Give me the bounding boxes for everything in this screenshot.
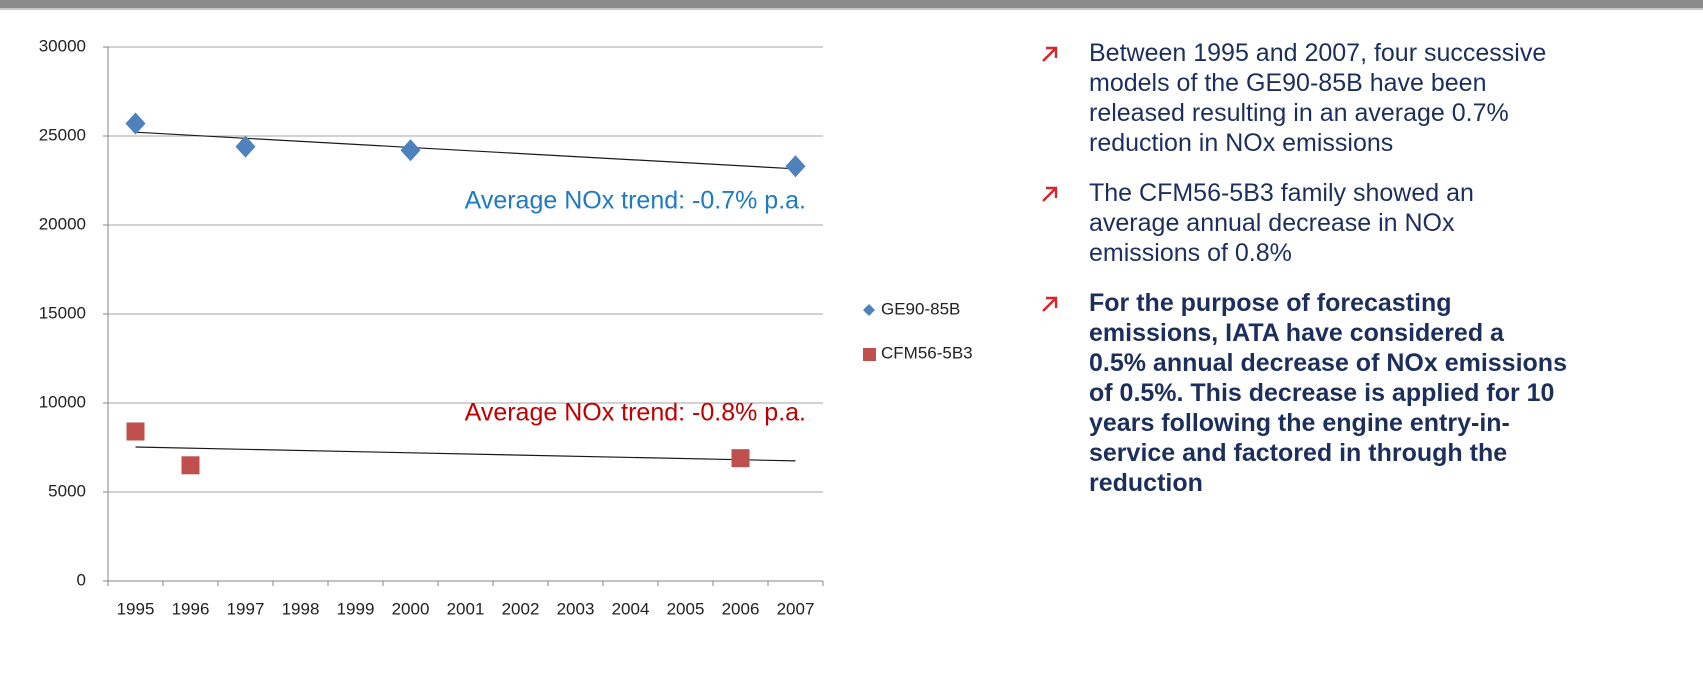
y-tick-label: 0 (77, 570, 86, 589)
top-bar (0, 0, 1703, 10)
y-tick-label: 30000 (39, 36, 86, 55)
bullet-arrow (1042, 296, 1058, 312)
x-tick-label: 1995 (117, 599, 155, 618)
x-tick-label: 2002 (502, 599, 540, 618)
trendline (135, 446, 796, 462)
x-tick-label: 2007 (777, 599, 815, 618)
data-point (785, 155, 806, 178)
data-point (181, 456, 200, 475)
x-tick-label: 2001 (447, 599, 485, 618)
bullet: The CFM56-5B3 family showed an average a… (1040, 178, 1567, 268)
legend-label: CFM56-5B3 (881, 343, 973, 362)
bullet-text: For the purpose of forecasting emissions… (1089, 289, 1567, 497)
bullet-list: Between 1995 and 2007, four successive m… (1040, 38, 1600, 677)
bullet: Between 1995 and 2007, four successive m… (1040, 38, 1567, 158)
data-point (125, 112, 146, 135)
y-tick-label: 25000 (39, 125, 86, 144)
chart: 0 5000 10000 15000 20000 25000 30000 1995 1996 19… (39, 36, 973, 618)
x-tick-label: 2003 (557, 599, 595, 618)
x-tick-label: 1999 (337, 599, 375, 618)
data-point (235, 135, 256, 158)
trendline (135, 131, 796, 170)
y-tick-label: 20000 (39, 214, 86, 233)
x-tick-label: 2006 (722, 599, 760, 618)
x-tick-label: 2000 (392, 599, 430, 618)
x-tick-label: 2004 (612, 599, 650, 618)
annotation: Average NOx trend: -0.8% p.a. (465, 398, 806, 426)
y-tick-label: 5000 (48, 481, 86, 500)
legend-marker (863, 304, 875, 316)
bullet-arrow (1042, 46, 1058, 62)
x-tick-label: 1997 (227, 599, 265, 618)
bullet-text: The CFM56-5B3 family showed an average a… (1089, 179, 1474, 267)
y-tick-label: 15000 (39, 303, 86, 322)
bullet: For the purpose of forecasting emissions… (1040, 288, 1567, 498)
x-tick-label: 1998 (282, 599, 320, 618)
annotation: Average NOx trend: -0.7% p.a. (465, 186, 806, 214)
legend-label: GE90-85B (881, 299, 960, 318)
data-point (731, 449, 750, 468)
x-tick-label: 1996 (172, 599, 210, 618)
bullet-arrow (1042, 186, 1058, 202)
data-point (126, 422, 145, 441)
data-point (400, 139, 421, 162)
x-tick-label: 2005 (667, 599, 705, 618)
y-tick-label: 10000 (39, 392, 86, 411)
legend-marker (863, 348, 876, 361)
bullet-text: Between 1995 and 2007, four successive m… (1089, 39, 1547, 157)
